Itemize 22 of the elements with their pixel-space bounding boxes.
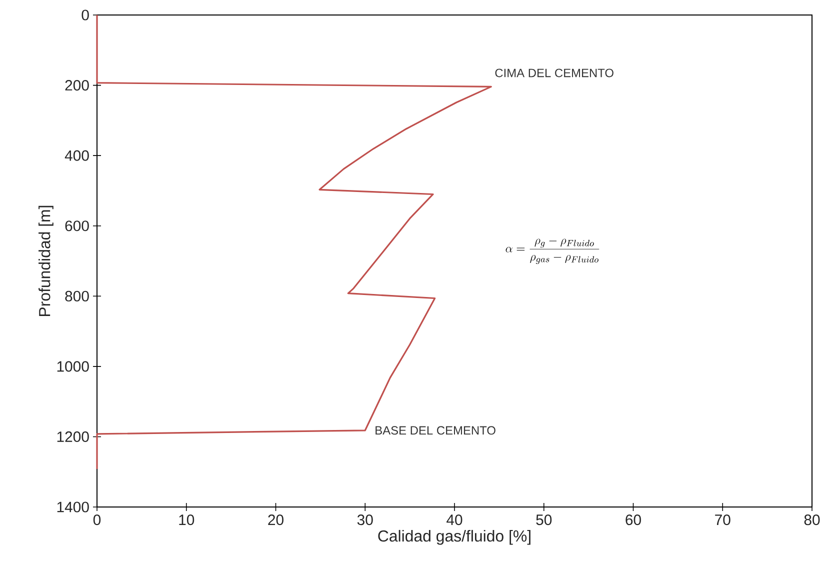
y-tick-label: 1000 — [57, 361, 89, 372]
annotation: $\alpha = \frac{\rho_{g} - \rho_{Fluido}}{\rho_{gas} - \rho_{Fluido}}$ — [506, 238, 600, 264]
y-tick-label: 800 — [65, 290, 89, 302]
y-tick-label: 1400 — [57, 502, 89, 512]
annotation: CIMA DEL CEMENTO — [495, 68, 614, 78]
y-tick-label: 600 — [65, 220, 89, 232]
x-tick-label: 30 — [357, 514, 373, 526]
x-tick-label: 70 — [715, 514, 730, 526]
x-tick-label: 60 — [626, 514, 641, 526]
y-tick-label: 1200 — [57, 431, 89, 442]
annotation: BASE DEL CEMENTO — [376, 426, 496, 435]
y-tick-label: 0 — [82, 10, 89, 20]
x-tick-label: 80 — [804, 514, 820, 526]
x-axis-title: Calidad gas/fluido [%] — [378, 530, 530, 545]
y-tick-label: 400 — [64, 150, 89, 161]
x-tick-label: 40 — [446, 514, 462, 526]
x-tick-label: 0 — [93, 514, 101, 526]
x-tick-label: 10 — [179, 514, 194, 526]
x-tick-label: 50 — [536, 514, 552, 526]
x-tick-label: 20 — [268, 514, 284, 526]
y-tick-label: 200 — [65, 80, 89, 91]
y-axis-title: Profundidad [m] — [38, 206, 54, 316]
